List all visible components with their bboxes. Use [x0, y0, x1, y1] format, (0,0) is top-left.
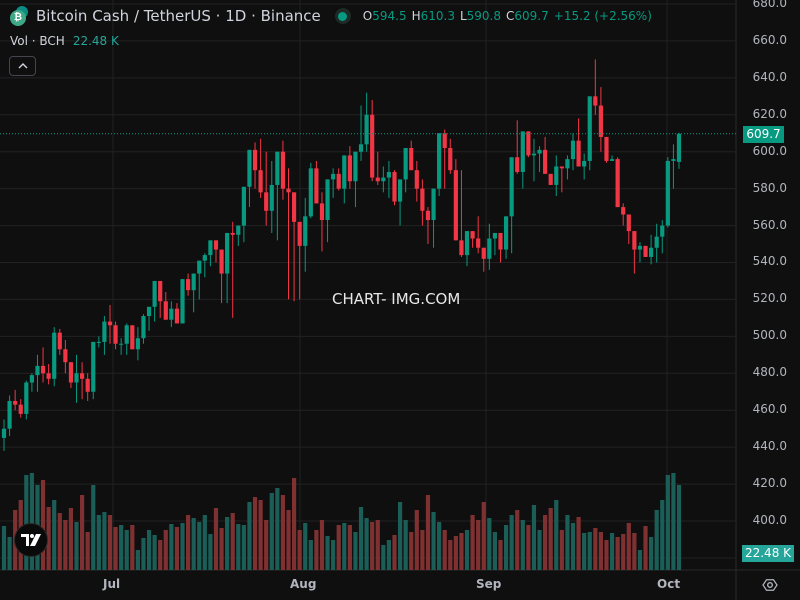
volume-legend: Vol · BCH 22.48 K: [10, 34, 119, 48]
symbol-title[interactable]: Bitcoin Cash / TetherUS · 1D · Binance: [36, 7, 321, 25]
settings-icon[interactable]: [762, 577, 778, 593]
time-tick-oct: Oct: [657, 577, 681, 591]
chevron-up-icon: [18, 63, 27, 69]
high-key: H: [411, 9, 421, 23]
price-tick-label: 680.0: [752, 0, 787, 10]
tradingview-logo[interactable]: [14, 523, 48, 557]
tradingview-logo-icon: [21, 534, 41, 546]
market-status-icon[interactable]: [334, 8, 351, 24]
price-tick-label: 640.0: [752, 69, 787, 84]
time-tick-sep: Sep: [476, 577, 502, 591]
price-tick-label: 540.0: [752, 254, 787, 269]
price-tick-label: 560.0: [752, 217, 787, 232]
low-value: 590.8: [466, 9, 502, 23]
price-tick-label: 580.0: [752, 180, 787, 195]
low-key: L: [459, 9, 467, 23]
watermark: CHART- IMG.COM: [332, 290, 461, 308]
bitcoin-cash-coin-icon: ₿: [10, 6, 30, 26]
price-tick-label: 520.0: [752, 291, 787, 306]
price-tick-label: 400.0: [752, 512, 787, 527]
market-open-dot: [338, 11, 348, 21]
close-value: 609.7: [514, 9, 549, 23]
current-price-badge: 609.7: [743, 126, 784, 143]
volume-label[interactable]: Vol · BCH: [10, 34, 65, 48]
price-change: +15.2 (+2.56%): [553, 9, 652, 23]
price-tick-label: 600.0: [752, 143, 787, 158]
symbol-legend: ₿ Bitcoin Cash / TetherUS · 1D · Binance…: [10, 6, 652, 26]
time-tick-aug: Aug: [290, 577, 317, 591]
open-value: 594.5: [372, 9, 407, 23]
current-volume-badge: 22.48 K: [742, 545, 794, 562]
price-tick-label: 620.0: [752, 106, 787, 121]
price-tick-label: 420.0: [752, 476, 787, 491]
high-value: 610.3: [420, 9, 455, 23]
price-tick-label: 460.0: [752, 402, 787, 417]
bch-glyph: ₿: [10, 10, 26, 26]
price-tick-label: 440.0: [752, 439, 787, 454]
collapse-legend-button[interactable]: [9, 56, 36, 76]
ohlc-values: O594.5 H610.3 L590.8 C609.7 +15.2 (+2.56…: [363, 9, 652, 23]
time-tick-jul: Jul: [103, 577, 121, 591]
volume-value: 22.48 K: [72, 34, 119, 48]
close-key: C: [506, 9, 515, 23]
price-tick-label: 480.0: [752, 365, 787, 380]
price-tick-label: 660.0: [752, 32, 787, 47]
open-key: O: [362, 9, 373, 23]
price-tick-label: 500.0: [752, 328, 787, 343]
